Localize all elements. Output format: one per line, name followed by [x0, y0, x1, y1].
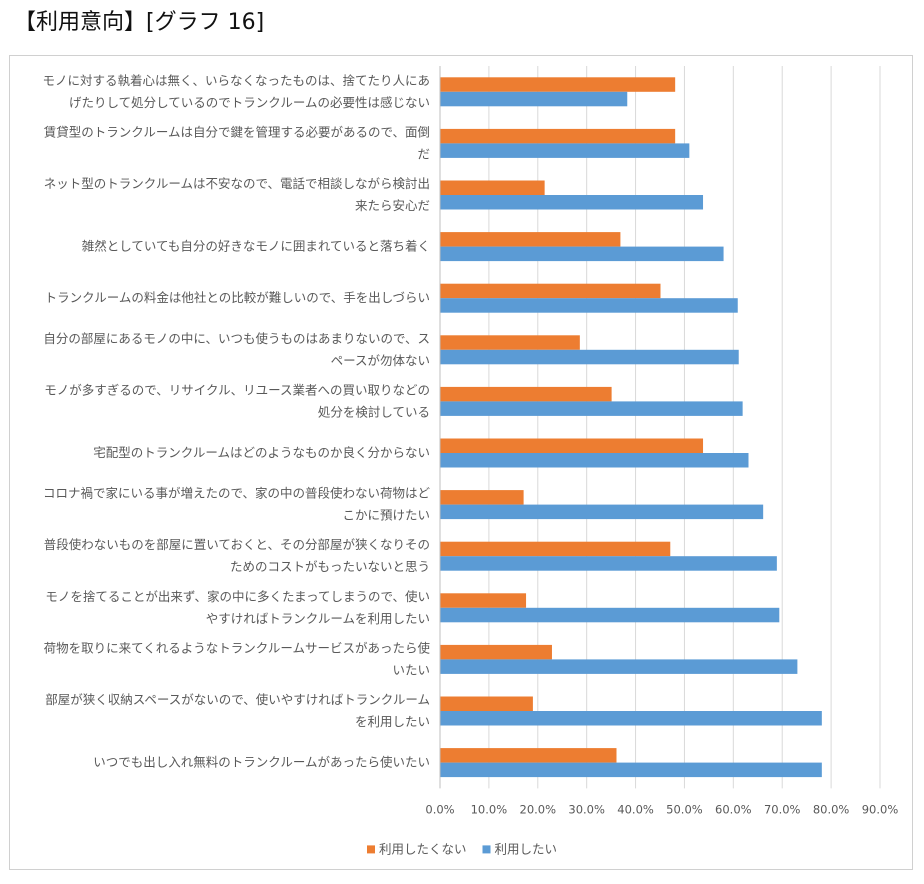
bar-use: [440, 762, 822, 778]
bar-not-use: [440, 593, 527, 608]
category-label: いたい: [392, 662, 430, 677]
category-label: 宅配型のトランクルームはどのようなものか良く分からない: [93, 445, 430, 460]
category-label: ネット型のトランクルームは不安なので、電話で相談しながら検討出: [44, 176, 430, 191]
bar-not-use: [440, 77, 676, 92]
x-tick-label: 60.0%: [715, 802, 752, 816]
category-label: コロナ禍で家にいる事が増えたので、家の中の普段使わない荷物はど: [43, 486, 431, 501]
legend-swatch-use: [482, 845, 491, 854]
legend-swatch-not-use: [367, 845, 375, 854]
category-label: モノに対する執着心は無く、いらなくなったものは、捨てたり人にあ: [42, 73, 430, 88]
bar-use: [440, 711, 822, 726]
bar-not-use: [440, 386, 612, 402]
bar-not-use: [440, 335, 580, 350]
category-label: ためのコストがもったいないと思う: [230, 559, 430, 574]
bar-use: [440, 401, 743, 416]
x-tick-label: 0.0%: [425, 802, 454, 816]
legend-label-use: 利用したい: [495, 841, 558, 856]
category-label: 雑然としていても自分の好きなモノに囲まれていると落ち着く: [82, 239, 430, 254]
category-label: 来たら安心だ: [355, 198, 430, 213]
x-tick-label: 50.0%: [666, 802, 703, 816]
category-label: 処分を検討している: [318, 404, 430, 419]
category-label: 荷物を取りに来てくれるようなトランクルームサービスがあったら使: [44, 640, 431, 655]
category-label: 普段使わないものを部屋に置いておくと、その分部屋が狭くなりその: [44, 537, 430, 552]
bar-use: [440, 349, 739, 365]
bar-use: [440, 607, 780, 623]
bar-use: [440, 659, 798, 674]
bar-not-use: [440, 696, 533, 711]
bar-not-use: [440, 128, 676, 144]
legend-label-not-use: 利用したくない: [379, 841, 467, 856]
bar-use: [440, 453, 749, 468]
x-tick-label: 30.0%: [568, 802, 605, 816]
x-tick-label: 20.0%: [520, 802, 557, 816]
x-tick-label: 40.0%: [617, 802, 654, 816]
category-label: げたりして処分しているのでトランクルームの必要性は感じない: [69, 95, 430, 110]
bar-use: [440, 504, 764, 520]
bar-not-use: [440, 438, 704, 453]
category-label: いつでも出し入れ無料のトランクルームがあったら使いたい: [93, 755, 430, 770]
bar-use: [440, 246, 724, 262]
bar-not-use: [440, 644, 552, 660]
category-label: 賃貸型のトランクルームは自分で鍵を管理する必要があるので、面倒: [44, 124, 430, 139]
chart-area: 0.0% 10.0% 20.0% 30.0% 40.0% 50.0% 60.0% 70.0% 8…: [9, 55, 913, 870]
category-label: モノを捨てることが出来ず、家の中に多くたまってしまうので、使い: [45, 589, 430, 604]
category-label: ペースが勿体ない: [331, 353, 430, 368]
category-label: モノが多すぎるので、リサイクル、リユース業者への買い取りなどの: [44, 382, 430, 397]
bar-not-use: [440, 748, 617, 763]
page-title: 【利用意向】[グラフ 16]: [14, 10, 265, 35]
bar-not-use: [440, 232, 621, 247]
category-label: 部屋が狭く収納スペースがないので、使いやすければトランクルーム: [45, 692, 430, 707]
category-label: 自分の部屋にあるモノの中に、いつも使うものはあまりないので、ス: [43, 331, 430, 346]
bar-not-use: [440, 490, 524, 505]
bar-not-use: [440, 283, 661, 299]
bar-use: [440, 556, 777, 571]
bar-chart: 0.0% 10.0% 20.0% 30.0% 40.0% 50.0% 60.0% 70.0% 8…: [42, 66, 899, 856]
bar-not-use: [440, 541, 671, 557]
bar-not-use: [440, 180, 545, 195]
category-label: トランクルームの料金は他社との比較が難しいので、手を出しづらい: [45, 290, 430, 305]
bar-use: [440, 298, 738, 313]
category-label: を利用したい: [355, 714, 430, 729]
category-label: やすければトランクルームを利用したい: [206, 611, 430, 626]
bar-use: [440, 195, 704, 210]
x-tick-label: 80.0%: [813, 802, 850, 816]
bar-use: [440, 91, 628, 107]
category-label: だ: [417, 146, 430, 161]
x-tick-label: 70.0%: [764, 802, 801, 816]
x-tick-label: 90.0%: [862, 802, 899, 816]
bar-use: [440, 143, 690, 158]
category-label: こかに預けたい: [342, 508, 430, 523]
x-tick-label: 10.0%: [471, 802, 508, 816]
